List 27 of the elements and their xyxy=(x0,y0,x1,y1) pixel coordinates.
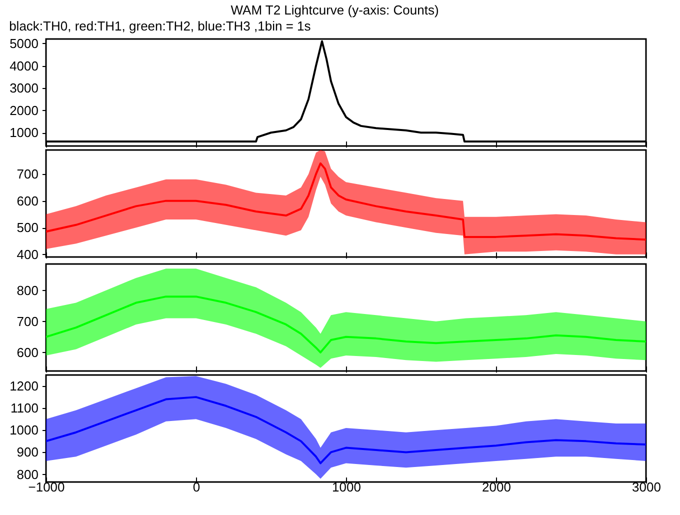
line-series xyxy=(46,162,646,241)
y-tick-label: 2000 xyxy=(10,102,38,118)
y-tick-label: 1200 xyxy=(10,378,38,394)
x-tick-label: 3000 xyxy=(632,480,661,494)
y-tick-label: 700 xyxy=(16,314,38,329)
y-tick-label: 800 xyxy=(16,282,38,298)
line-series xyxy=(46,396,646,464)
y-tick-label: 600 xyxy=(16,344,38,360)
x-tick-label: −1000 xyxy=(28,480,65,494)
y-tick-label: 600 xyxy=(16,193,38,208)
y-tick-label: 700 xyxy=(16,166,38,182)
y-tick-label: 400 xyxy=(16,246,38,262)
x-tick-label: 2000 xyxy=(482,480,511,494)
y-tick-label: 800 xyxy=(16,466,38,482)
x-tick-label: 1000 xyxy=(332,480,361,494)
chart-subtitle: black:TH0, red:TH1, green:TH2, blue:TH3 ,1bin = 1s xyxy=(9,18,312,34)
y-tick-label: 1100 xyxy=(10,400,38,416)
y-tick-label: 4000 xyxy=(10,58,38,74)
y-tick-label: 900 xyxy=(16,444,38,460)
chart-title: WAM T2 Lightcurve (y-axis: Counts) xyxy=(230,2,439,18)
line-series xyxy=(46,296,646,354)
y-tick-label: 1000 xyxy=(10,422,38,438)
y-tick-label: 3000 xyxy=(10,80,38,96)
y-tick-label: 5000 xyxy=(10,36,38,51)
y-tick-label: 500 xyxy=(16,220,38,236)
x-tick-label: 0 xyxy=(192,480,200,494)
y-tick-label: 1000 xyxy=(10,125,38,140)
